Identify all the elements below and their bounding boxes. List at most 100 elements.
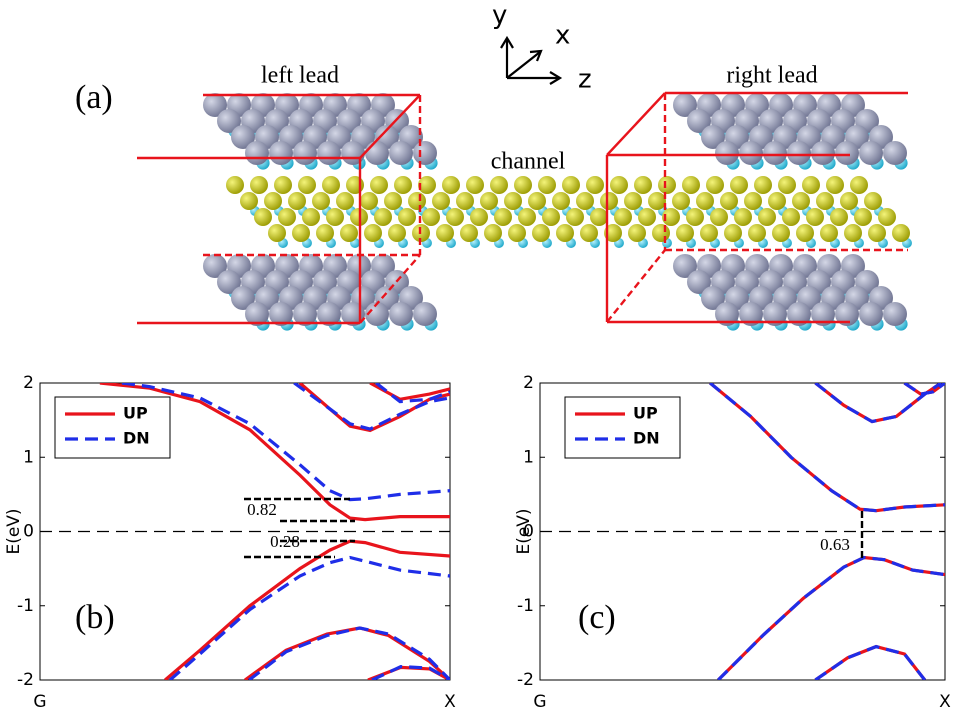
y-tick-label: 1 bbox=[23, 447, 34, 467]
atom bbox=[413, 141, 437, 165]
channel-label: channel bbox=[491, 149, 566, 175]
atom bbox=[859, 141, 883, 165]
atom bbox=[456, 192, 474, 210]
atom bbox=[826, 176, 844, 194]
atom bbox=[868, 224, 886, 242]
atom bbox=[288, 192, 306, 210]
x-tick-label: G bbox=[533, 692, 546, 712]
atom bbox=[580, 224, 598, 242]
y-tick-label: -1 bbox=[17, 596, 34, 616]
atom bbox=[864, 192, 882, 210]
atom bbox=[374, 208, 392, 226]
panel-label: (a) bbox=[75, 79, 113, 116]
atom bbox=[628, 224, 646, 242]
axis-label: x bbox=[555, 21, 570, 51]
atom bbox=[624, 192, 642, 210]
atom bbox=[326, 208, 344, 226]
atom bbox=[590, 208, 608, 226]
atom bbox=[538, 176, 556, 194]
atom bbox=[744, 192, 762, 210]
atom bbox=[264, 192, 282, 210]
atom bbox=[532, 224, 550, 242]
atom bbox=[384, 192, 402, 210]
atom bbox=[720, 192, 738, 210]
atom bbox=[830, 208, 848, 226]
atom bbox=[470, 208, 488, 226]
x-tick-label: X bbox=[939, 692, 951, 712]
atom bbox=[226, 176, 244, 194]
atom bbox=[859, 302, 883, 326]
legend-label: DN bbox=[123, 429, 150, 448]
atom bbox=[341, 141, 365, 165]
atom bbox=[811, 141, 835, 165]
atom bbox=[724, 224, 742, 242]
y-tick-label: -2 bbox=[17, 670, 34, 690]
atom bbox=[676, 224, 694, 242]
atom bbox=[696, 192, 714, 210]
atom bbox=[298, 176, 316, 194]
atom bbox=[460, 224, 478, 242]
atom bbox=[850, 176, 868, 194]
atom bbox=[336, 192, 354, 210]
y-axis-label: E(eV) bbox=[514, 508, 534, 554]
atom bbox=[658, 176, 676, 194]
atom bbox=[316, 224, 334, 242]
atom bbox=[730, 176, 748, 194]
atom bbox=[364, 224, 382, 242]
atom bbox=[542, 208, 560, 226]
y-tick-label: 1 bbox=[523, 447, 534, 467]
atom bbox=[408, 192, 426, 210]
atom bbox=[835, 141, 859, 165]
atom bbox=[566, 208, 584, 226]
figure: y x z (a) left lead right lead channel -… bbox=[0, 0, 965, 717]
atom bbox=[528, 192, 546, 210]
atom bbox=[614, 208, 632, 226]
x-tick-label: X bbox=[444, 692, 456, 712]
atom bbox=[552, 192, 570, 210]
atom bbox=[682, 176, 700, 194]
atom bbox=[250, 176, 268, 194]
atom bbox=[787, 141, 811, 165]
atom bbox=[802, 176, 820, 194]
atom bbox=[638, 208, 656, 226]
atom bbox=[878, 208, 896, 226]
atom bbox=[672, 192, 690, 210]
atom bbox=[312, 192, 330, 210]
atom bbox=[840, 192, 858, 210]
atom bbox=[466, 176, 484, 194]
atom bbox=[600, 192, 618, 210]
atom bbox=[763, 141, 787, 165]
atom bbox=[586, 176, 604, 194]
atom bbox=[422, 208, 440, 226]
atom bbox=[413, 302, 437, 326]
atom bbox=[504, 192, 522, 210]
atom bbox=[816, 192, 834, 210]
lead-label: right lead bbox=[726, 63, 817, 89]
atom bbox=[278, 208, 296, 226]
atom bbox=[576, 192, 594, 210]
atom bbox=[739, 141, 763, 165]
atom bbox=[269, 141, 293, 165]
atom bbox=[302, 208, 320, 226]
atom bbox=[792, 192, 810, 210]
atom bbox=[706, 176, 724, 194]
atom bbox=[634, 176, 652, 194]
atom bbox=[820, 224, 838, 242]
x-tick-label: G bbox=[33, 692, 46, 712]
atom bbox=[796, 224, 814, 242]
atom bbox=[648, 192, 666, 210]
axes-triad bbox=[501, 38, 560, 84]
axis-label: y bbox=[492, 1, 507, 31]
atom bbox=[360, 192, 378, 210]
atom bbox=[758, 208, 776, 226]
y-tick-label: 0 bbox=[23, 522, 34, 542]
y-tick-label: -1 bbox=[517, 596, 534, 616]
atom bbox=[508, 224, 526, 242]
atom bbox=[254, 208, 272, 226]
legend-box bbox=[565, 397, 680, 458]
y-tick-label: -2 bbox=[517, 670, 534, 690]
atom bbox=[556, 224, 574, 242]
atom bbox=[734, 208, 752, 226]
atom bbox=[562, 176, 580, 194]
y-axis-label: E(eV) bbox=[4, 508, 24, 554]
